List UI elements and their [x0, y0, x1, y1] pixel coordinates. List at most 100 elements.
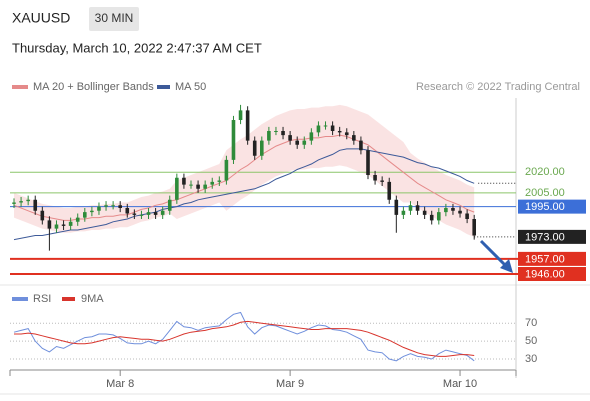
- candle-body: [295, 140, 299, 145]
- candle-body: [97, 206, 101, 211]
- candle-body: [217, 180, 222, 182]
- level-label: 2020.00: [525, 166, 565, 178]
- symbol: XAUUSD: [12, 10, 70, 26]
- candle-body: [422, 210, 427, 215]
- candle-body: [231, 120, 236, 160]
- candle-body: [408, 205, 413, 211]
- candle-body: [415, 205, 420, 211]
- legend-swatch: [12, 297, 28, 301]
- timeframe[interactable]: 30 MIN: [95, 11, 134, 25]
- candle-body: [61, 224, 66, 226]
- legend-swatch: [12, 85, 28, 89]
- level-label: 2005.00: [525, 187, 565, 199]
- candle-body: [118, 205, 122, 208]
- candle-body: [125, 208, 130, 214]
- candle-body: [12, 202, 16, 204]
- candle-body: [260, 140, 264, 156]
- candle-body: [344, 132, 349, 136]
- candle-body: [33, 199, 38, 211]
- x-tick-label: Mar 8: [106, 378, 134, 390]
- candle-body: [104, 205, 108, 207]
- candle-body: [19, 201, 23, 203]
- candle-body: [451, 208, 455, 211]
- candle-body: [401, 210, 406, 215]
- candle-body: [359, 140, 363, 151]
- candle-body: [90, 210, 94, 213]
- candle-body: [465, 213, 469, 219]
- candle-body: [182, 177, 186, 185]
- legend-label: MA 20 + Bollinger Bands: [33, 81, 154, 93]
- candle-body: [132, 213, 137, 215]
- candle-body: [139, 214, 144, 216]
- candle-body: [316, 125, 321, 133]
- timeframe-button[interactable]: [89, 7, 139, 31]
- candle-body: [281, 131, 285, 136]
- candle-body: [373, 175, 377, 181]
- candle-body: [380, 180, 384, 182]
- candle-body: [387, 181, 392, 200]
- candle-body: [309, 132, 314, 141]
- candle-body: [47, 220, 52, 229]
- legend-label: MA 50: [175, 81, 206, 93]
- candle-body: [337, 131, 342, 133]
- x-tick-label: Mar 10: [443, 378, 477, 390]
- level-label-box: [518, 267, 586, 281]
- legend-swatch: [157, 85, 170, 89]
- level-label: 1946.00: [525, 268, 565, 280]
- ma-line: [13, 134, 475, 221]
- bollinger-band: [14, 104, 475, 237]
- candle-body: [274, 131, 278, 132]
- candle-body: [111, 205, 115, 207]
- candle-body: [472, 219, 476, 236]
- candle-body: [437, 212, 441, 221]
- candle-body: [366, 150, 370, 175]
- candle-body: [352, 135, 356, 141]
- ma-line: [13, 148, 475, 241]
- candle-body: [238, 110, 243, 120]
- level-label-box: [518, 229, 586, 244]
- source: Research © 2022 Trading Central: [416, 81, 580, 93]
- candle-body: [160, 210, 165, 215]
- candle-body: [323, 125, 328, 127]
- indicator-line: [13, 311, 475, 362]
- forecast-arrowhead: [500, 259, 513, 273]
- forecast-arrow: [479, 239, 508, 268]
- candle-body: [444, 208, 448, 213]
- candle-body: [83, 212, 87, 218]
- level-label: 1973.00: [525, 231, 565, 243]
- candle-body: [167, 199, 172, 211]
- legend-swatch: [62, 297, 75, 301]
- candle-body: [54, 224, 59, 229]
- candle-body: [224, 159, 229, 181]
- legend-label: RSI: [33, 293, 51, 305]
- candle-body: [429, 214, 434, 221]
- candle-body: [40, 210, 45, 221]
- level-label: 1957.00: [525, 253, 565, 265]
- candle-body: [288, 135, 292, 141]
- candle-body: [267, 131, 271, 141]
- candle-body: [302, 140, 307, 145]
- y-tick-label: 50: [525, 335, 537, 347]
- y-tick-label: 30: [525, 353, 537, 365]
- candle-body: [245, 110, 250, 141]
- candle-body: [330, 125, 335, 131]
- candle-body: [189, 184, 193, 186]
- candle-body: [68, 221, 73, 226]
- candle-body: [394, 199, 399, 215]
- candle-body: [458, 210, 462, 214]
- candle-body: [210, 181, 215, 185]
- level-label: 1995.00: [525, 201, 565, 213]
- candle-body: [203, 184, 207, 189]
- candle-body: [252, 140, 257, 156]
- candle-body: [196, 184, 200, 189]
- level-label-box: [518, 251, 586, 266]
- legend-label: 9MA: [81, 293, 104, 305]
- candle-body: [75, 217, 80, 222]
- candle-body: [146, 212, 151, 215]
- x-tick-label: Mar 9: [276, 378, 304, 390]
- candle-body: [153, 212, 158, 215]
- date: Thursday, March 10, 2022 2:47:37 AM CET: [12, 40, 262, 55]
- candle-body: [26, 199, 30, 202]
